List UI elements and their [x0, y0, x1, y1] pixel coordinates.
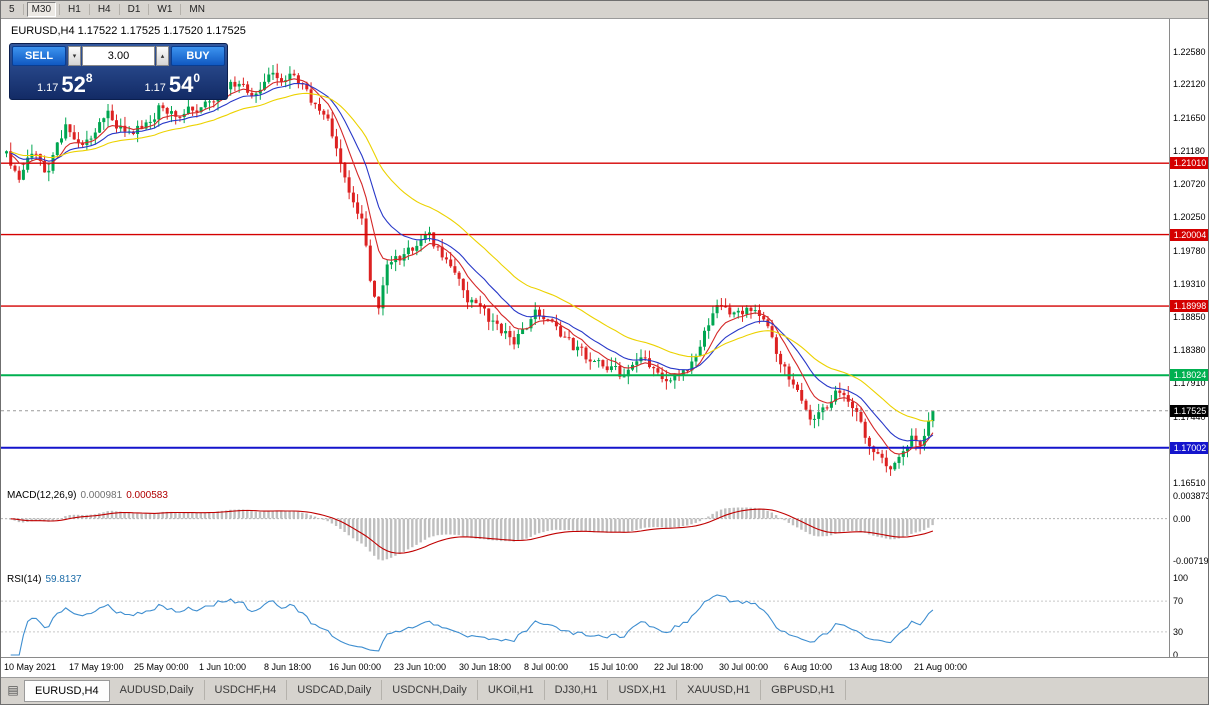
toolbar-separator: [118, 4, 120, 15]
timeframe-button-mn[interactable]: MN: [184, 2, 210, 17]
chart-tab-usdcad[interactable]: USDCAD,Daily: [287, 680, 383, 700]
ask-price-display[interactable]: 1.17 54 0: [120, 68, 226, 97]
time-axis[interactable]: 10 May 2021 17 May 19:00 25 May 00:00 1 Jun…: [1, 657, 1208, 677]
charts-list-icon[interactable]: ▤: [7, 683, 19, 697]
ask-price-main: 54: [168, 72, 194, 97]
price-axis-tick: 1.22120: [1173, 79, 1206, 90]
time-axis-label: 13 Aug 18:00: [849, 662, 903, 672]
lot-decrease-button[interactable]: ▾: [68, 46, 81, 66]
symbol-ohlc-label: EURUSD,H4 1.17522 1.17525 1.17520 1.1752…: [11, 25, 246, 37]
chart-tab-eurusd[interactable]: EURUSD,H4: [24, 680, 110, 702]
price-axis-tick: 1.18380: [1173, 345, 1206, 355]
price-axis-tick: 1.22580: [1173, 46, 1206, 57]
price-axis-tick: 1.20720: [1173, 178, 1206, 189]
rsi-value: 59.8137: [45, 574, 82, 585]
price-axis-tick: 1.16510: [1173, 477, 1206, 488]
rsi-canvas[interactable]: [1, 572, 1169, 657]
price-axis-tick: 1.17910: [1173, 378, 1206, 389]
chart-tab-xauusd[interactable]: XAUUSD,H1: [677, 680, 762, 700]
price-axis-tick: 1.21650: [1173, 112, 1206, 123]
toolbar-separator: [22, 4, 24, 15]
toolbar-separator: [59, 4, 61, 15]
chart-tab-ukoil[interactable]: UKOil,H1: [478, 680, 545, 700]
price-chart-panel[interactable]: EURUSD,H4 1.17522 1.17525 1.17520 1.1752…: [1, 19, 1169, 488]
one-click-trading-panel: SELL ▾ 3.00 ▴ BUY 1.17 52 8 1.17 54 0: [9, 43, 228, 100]
chart-tab-dj30[interactable]: DJ30,H1: [545, 680, 609, 700]
rsi-axis-tick: 30: [1173, 626, 1184, 637]
bid-price-pip: 8: [85, 71, 93, 85]
macd-axis-tick: -0.007190: [1173, 556, 1209, 567]
macd-indicator-panel[interactable]: MACD(12,26,9) 0.000981 0.000583: [1, 488, 1169, 572]
bid-price-main: 52: [61, 72, 86, 97]
price-level-tag: 1.18024: [1170, 369, 1208, 382]
price-axis[interactable]: 1.22580 1.22120 1.21650 1.21180 1.20720 1.202…: [1169, 19, 1209, 660]
time-axis-label: 6 Aug 10:00: [784, 662, 833, 672]
macd-main-value: 0.000981: [80, 490, 123, 501]
price-chart-canvas[interactable]: [1, 19, 1169, 488]
rsi-label: RSI(14) 59.8137: [7, 574, 82, 585]
time-axis-label: 8 Jul 00:00: [524, 662, 569, 672]
rsi-axis-tick: 100: [1173, 573, 1189, 583]
rsi-name: RSI(14): [7, 574, 42, 585]
price-level-tag: 1.20004: [1170, 228, 1208, 241]
toolbar-separator: [148, 4, 150, 15]
time-axis-label: 25 May 00:00: [134, 662, 189, 672]
rsi-axis-tick: 0: [1173, 650, 1179, 660]
chart-tab-bar: ▤ EURUSD,H4 AUDUSD,Daily USDCHF,H4 USDCAD,Da…: [1, 677, 1208, 704]
timeframe-button-w1[interactable]: W1: [152, 2, 177, 17]
price-axis-tick: 1.19780: [1173, 245, 1206, 256]
price-axis-tick: 1.19310: [1173, 278, 1206, 289]
ask-price-prefix: 1.17: [144, 82, 166, 94]
price-axis-tick: 1.20250: [1173, 212, 1206, 223]
current-price-tag: 1.17525: [1170, 404, 1208, 417]
time-axis-label: 1 Jun 10:00: [199, 662, 247, 672]
price-level-tag: 1.17002: [1170, 441, 1208, 454]
time-axis-label: 10 May 2021: [4, 662, 57, 672]
toolbar-separator: [180, 4, 182, 15]
time-axis-label: 30 Jul 00:00: [719, 662, 769, 672]
chart-tab-usdchf[interactable]: USDCHF,H4: [205, 680, 288, 700]
time-axis-label: 23 Jun 10:00: [394, 662, 447, 672]
macd-canvas[interactable]: [1, 488, 1169, 572]
timeframe-button-h1[interactable]: H1: [63, 2, 86, 17]
time-axis-label: 15 Jul 10:00: [589, 662, 639, 672]
buy-button[interactable]: BUY: [171, 46, 225, 66]
chart-tab-audusd[interactable]: AUDUSD,Daily: [110, 680, 205, 700]
macd-axis-tick: 0.003873: [1173, 490, 1209, 501]
macd-label: MACD(12,26,9) 0.000981 0.000583: [7, 490, 168, 501]
time-axis-label: 21 Aug 00:00: [914, 662, 968, 672]
price-level-tag: 1.21010: [1170, 157, 1208, 170]
rsi-indicator-panel[interactable]: RSI(14) 59.8137: [1, 572, 1169, 657]
time-axis-label: 8 Jun 18:00: [264, 662, 312, 672]
chart-tab-gbpusd[interactable]: GBPUSD,H1: [761, 680, 846, 700]
price-axis-tick: 1.18850: [1173, 311, 1206, 322]
price-axis-tick: 1.17440: [1173, 411, 1206, 422]
sell-button[interactable]: SELL: [12, 46, 66, 66]
rsi-axis-tick: 70: [1173, 596, 1184, 607]
lot-size-control: ▾ 3.00 ▴: [68, 46, 169, 66]
time-axis-label: 22 Jul 18:00: [654, 662, 704, 672]
price-level-tag: 1.18998: [1170, 300, 1208, 313]
timeframe-button-d1[interactable]: D1: [123, 2, 146, 17]
ask-price-pip: 0: [193, 71, 201, 85]
lot-size-input[interactable]: 3.00: [82, 46, 155, 66]
price-axis-tick: 1.21180: [1173, 146, 1205, 157]
chart-tab-usdcnh[interactable]: USDCNH,Daily: [382, 680, 478, 700]
time-axis-label: 16 Jun 00:00: [329, 662, 382, 672]
timeframe-toolbar: 5 M30 H1 H4 D1 W1 MN: [1, 1, 1208, 19]
chart-tab-usdx[interactable]: USDX,H1: [608, 680, 678, 700]
time-axis-label: 17 May 19:00: [69, 662, 124, 672]
timeframe-button-5[interactable]: 5: [4, 2, 20, 17]
toolbar-separator: [88, 4, 90, 15]
lot-increase-button[interactable]: ▴: [156, 46, 169, 66]
time-axis-label: 30 Jun 18:00: [459, 662, 512, 672]
bid-price-display[interactable]: 1.17 52 8: [12, 68, 118, 97]
macd-signal-value: 0.000583: [126, 490, 168, 501]
timeframe-button-m30[interactable]: M30: [26, 2, 57, 17]
bid-price-prefix: 1.17: [36, 82, 59, 94]
macd-axis-tick: 0.00: [1173, 513, 1191, 524]
macd-name: MACD(12,26,9): [7, 490, 77, 501]
timeframe-button-h4[interactable]: H4: [93, 2, 116, 17]
